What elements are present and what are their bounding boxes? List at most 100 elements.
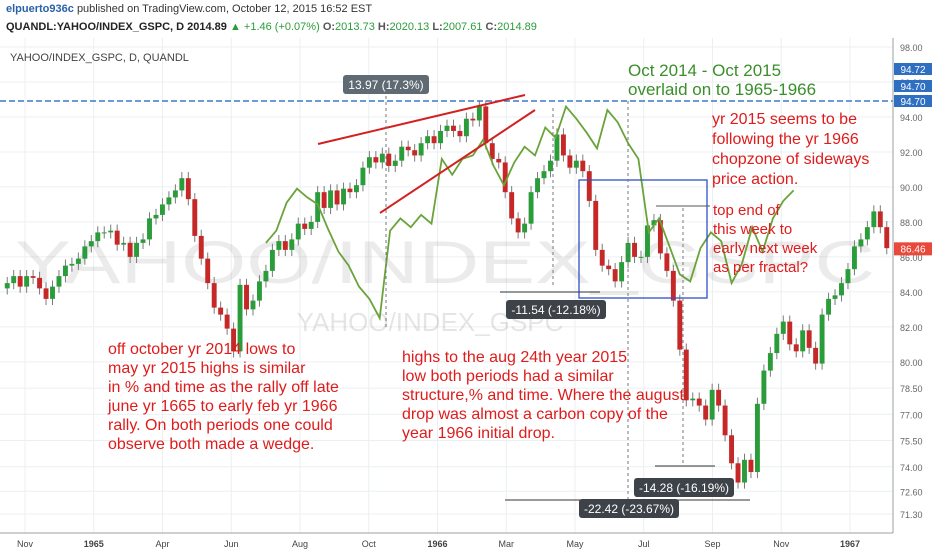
annotations: Oct 2014 - Oct 2015 overlaid on to 1965-… [107,61,869,453]
author-link[interactable]: elpuerto936c [6,3,74,15]
candle [586,165,592,208]
candle [69,257,75,272]
candle [4,277,10,295]
candle [528,186,534,230]
published-text: published on TradingView.com, October 12… [76,3,373,15]
last-price-tag [894,242,932,256]
candle [425,130,431,150]
candle [147,212,152,246]
candle [748,453,754,479]
y-tick-label: 72.60 [900,487,923,497]
measure-labels: 13.97 (17.3%) -11.54 (-12.18%) -14.28 (-… [343,75,734,518]
annotation-drop-5: year 1966 initial drop. [402,425,555,442]
annotation-chopzone-3: chopzone of sideways [712,151,869,168]
candle [580,154,586,178]
y-tick-label: 90.00 [900,183,923,193]
last-value: 2014.89 [187,21,227,33]
candle [276,235,282,257]
candle [871,205,877,234]
candle [282,235,288,257]
candle [24,270,30,293]
y-tick-label: 98.00 [900,43,923,53]
candle [211,277,217,314]
candle [832,289,838,305]
candle [716,383,722,412]
candle [457,124,463,143]
grid [0,38,893,533]
open-label: O: [322,21,336,33]
y-tick-label: 80.00 [900,358,923,368]
candle [742,453,747,489]
candle [884,221,890,255]
candle [386,147,392,173]
change-up-icon: ▲ [229,21,241,33]
annotation-fractal-3: early next week [713,240,818,257]
y-tick-label: 77.00 [900,410,923,420]
annotation-overlay-title-2: overlaid on to 1965-1966 [628,80,816,99]
x-tick-label: Apr [155,539,169,549]
rally-measure-box [343,75,429,94]
candle [192,193,198,243]
candle [134,236,140,264]
candle [438,124,443,150]
candle [476,100,482,127]
candle [88,235,94,253]
annotation-fractal-1: top end of [713,202,781,219]
candle [50,280,55,305]
price-tag-2 [894,80,932,92]
close-value: 2014.89 [497,21,537,33]
annotation-drop-4: drop was almost a carbon copy of the [402,406,668,423]
candle [224,308,230,335]
price-axis[interactable]: 98.0096.0094.0092.0090.0088.0086.0084.00… [892,38,932,550]
annotation-chopzone-4: price action. [712,171,798,188]
candle [405,140,411,157]
price-tag-3-label: 94.70 [900,97,925,108]
time-axis[interactable]: Nov 1965 Apr Jun Aug Oct 1966 Mar May Jul Sep Nov 19… [0,532,893,549]
candle [431,130,437,150]
low-label: L: [432,21,443,33]
candle [198,229,204,265]
candle [729,429,735,470]
x-tick-label: Jun [224,539,239,549]
candle [172,184,178,204]
candle [632,236,638,264]
price-chart[interactable]: YAHOO/INDEX_GSPC YAHOO/INDEX_GSPC 13.97 … [0,38,932,550]
candle [308,215,314,236]
x-tick-label: Nov [773,539,790,549]
candle [37,271,43,295]
wedge-lines [317,94,536,214]
candle [703,399,709,426]
y-tick-label: 94.00 [900,113,923,123]
candle [321,186,327,215]
candle [573,154,579,174]
candle [502,156,508,199]
candle [114,224,120,251]
candle [612,263,618,288]
candle [864,221,870,246]
rally-measure-label: 13.97 (17.3%) [348,78,423,92]
candle [127,236,133,264]
x-tick-label: Sep [704,539,720,549]
candle [315,186,321,229]
candle [767,346,773,377]
candle [690,392,696,407]
candle [101,226,107,239]
candle [237,278,243,358]
annotation-chopzone-1: yr 2015 seems to be [712,111,857,128]
candle [787,315,793,351]
candle [845,263,851,290]
candle [108,224,114,239]
annotation-wedge-4: june yr 1665 to early feb yr 1966 [107,398,338,415]
candle [638,250,644,264]
annotation-drop-1: highs to the aug 24th year 2015 [402,349,627,366]
high-label: H: [377,21,390,33]
symbol-name[interactable]: QUANDL:YAHOO/INDEX_GSPC, D [6,21,185,33]
candle [75,252,81,271]
annotation-wedge-3: in % and time as the rally off late [108,379,339,396]
candle [522,217,528,239]
candle [819,308,825,370]
candle [599,243,605,272]
drop1-measure-label: -11.54 (-12.18%) [511,303,600,317]
candle [185,172,191,206]
annotation-chopzone-2: following the yr 1966 [712,131,859,148]
